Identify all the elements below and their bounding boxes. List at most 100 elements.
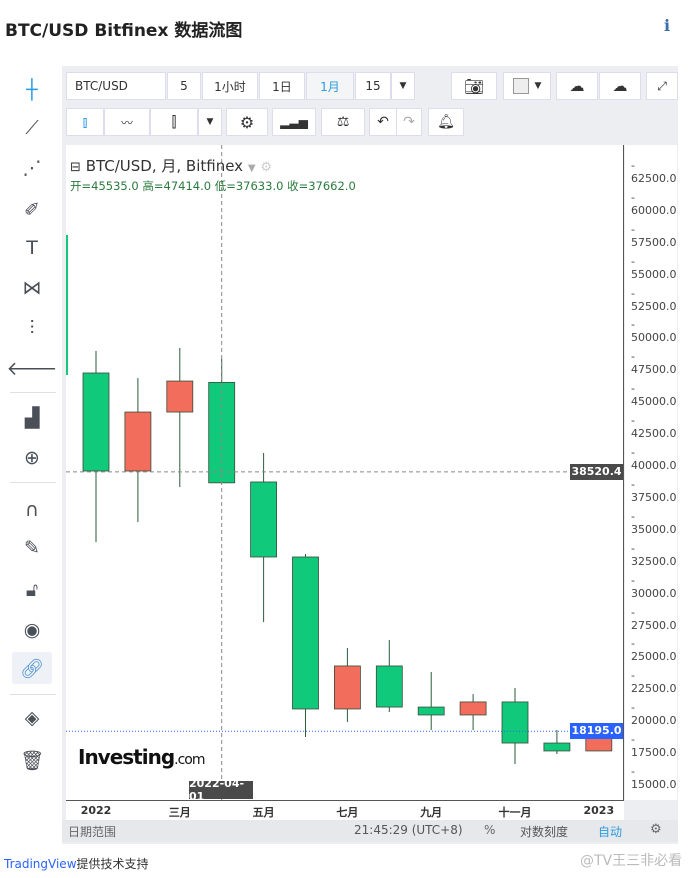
date-range-button[interactable]: 日期范围 (68, 825, 117, 839)
price-tick: - 17500.0 (631, 733, 677, 760)
bars-icon[interactable]: ⫿ (150, 108, 198, 136)
price-tick: - 40000.0 (631, 446, 677, 472)
compare-icon[interactable]: ⚖ (321, 108, 365, 136)
candle-body (82, 372, 110, 472)
open-label: 开= (70, 179, 92, 193)
color-picker[interactable]: ▼ (503, 72, 551, 100)
legend-dropdown-icon[interactable]: ▼ (247, 163, 256, 174)
crosshair-price-label: 38520.4 (570, 463, 623, 480)
legend-settings-icon[interactable]: ⚙ (260, 160, 272, 175)
price-tick: - 55000.0 (631, 254, 677, 281)
interval-1d[interactable]: 1日 (259, 72, 305, 100)
prediction-icon[interactable]: ⫶ (29, 317, 35, 339)
time-tick: 2022 (80, 804, 112, 817)
lock-drawing-icon[interactable]: ✎ (24, 537, 40, 559)
settings-icon[interactable]: ⚙ (650, 822, 662, 837)
investing-logo: Investing.com (78, 745, 206, 769)
candle-body (417, 706, 445, 716)
time-axis[interactable]: 2022 三月 五月 七月 九月 十一月 2023 (66, 800, 624, 820)
footer-text: 提供技术支持 (76, 857, 149, 871)
pattern-icon[interactable]: ⋈ (22, 277, 42, 299)
alert-icon[interactable]: 🔔︎ (428, 108, 464, 136)
eye-icon[interactable]: ◉ (23, 619, 41, 641)
price-tick: - 42500.0 (631, 414, 677, 441)
time-tick: 十一月 (498, 806, 532, 819)
price-tick: - 22500.0 (631, 669, 677, 696)
tradingview-link[interactable]: TradingView (4, 857, 77, 871)
time-tick: 九月 (420, 806, 443, 819)
redo-icon[interactable]: ↷ (396, 108, 422, 136)
price-tick: - 20000.0 (631, 701, 677, 728)
magnet-icon[interactable]: ∩ (25, 499, 39, 521)
zoom-in-icon[interactable]: ⊕ (24, 447, 40, 469)
line-chart-icon[interactable]: 〰 (104, 108, 150, 136)
legend-title-row: ⊟ BTC/USD, 月, Bitfinex ▼ ⚙ (70, 155, 272, 176)
price-tick: - 50000.0 (631, 318, 677, 345)
settings-icon[interactable]: ⚙ (226, 108, 268, 136)
camera-icon[interactable]: 📷︎ (451, 72, 497, 100)
interval-1h[interactable]: 1小时 (202, 72, 258, 100)
indicators-icon[interactable]: ▂▃▅ (272, 108, 316, 136)
arrow-left-icon[interactable]: 🡐 (6, 357, 58, 380)
high-label: 高= (142, 179, 164, 193)
edge-mark (66, 235, 68, 375)
cloud-download-icon[interactable]: ☁ (556, 72, 598, 100)
trash-icon[interactable]: 🗑︎ (19, 749, 45, 772)
candles-icon[interactable]: ⫾ (66, 108, 104, 136)
footer: TradingView提供技术支持 (4, 855, 149, 872)
legend-ohlc: 开=45535.0 高=47414.0 低=37633.0 收=37662.0 (70, 178, 356, 194)
cloud-upload-icon[interactable]: ☁ (599, 72, 641, 100)
price-axis[interactable]: - 62500.0 - 60000.0 - 57500.0 - 55000.0 - 52… (570, 145, 677, 800)
brush-icon[interactable]: ✐ (24, 199, 40, 221)
price-tick: - 27500.0 (631, 605, 677, 632)
legend-title: BTC/USD, 月, Bitfinex (85, 157, 244, 175)
price-tick: - 62500.0 (631, 158, 677, 185)
price-tick: - 15000.0 (631, 765, 677, 791)
close-value: 37662.0 (308, 179, 356, 193)
watermark: @TV王三非必看 (580, 853, 683, 869)
crosshair-icon[interactable]: ┼ (26, 79, 38, 101)
candle-body (124, 411, 152, 472)
candle-body (375, 665, 403, 708)
candle-body (459, 701, 487, 716)
text-icon[interactable]: T (26, 237, 38, 259)
last-price-label: 18195.0 (570, 723, 623, 740)
low-label: 低= (214, 179, 236, 193)
fullscreen-icon[interactable]: ⤢ (646, 72, 678, 100)
low-value: 37633.0 (235, 179, 284, 193)
price-tick: - 52500.0 (631, 286, 677, 313)
trend-line-icon[interactable]: ⟋ (25, 117, 39, 139)
symbol-input[interactable]: BTC/USD (66, 72, 166, 100)
info-icon[interactable]: i (664, 16, 671, 35)
percent-button[interactable]: % (484, 823, 496, 837)
interval-dropdown-icon[interactable]: ▼ (391, 72, 415, 100)
price-tick: - 30000.0 (631, 573, 677, 600)
candle-body (292, 556, 319, 710)
candle-body (501, 701, 529, 744)
price-tick: - 37500.0 (631, 477, 677, 504)
candle-body (543, 742, 571, 752)
auto-scale-button[interactable]: 自动 (598, 825, 623, 839)
price-tick: - 47500.0 (631, 350, 677, 377)
collapse-icon[interactable]: ⊟ (70, 160, 81, 175)
interval-5[interactable]: 5 (167, 72, 201, 100)
interval-1m[interactable]: 1月 (306, 72, 354, 100)
clock: 21:45:29 (UTC+8) (354, 823, 463, 837)
measure-icon[interactable]: ▟ (24, 407, 40, 429)
open-value: 45535.0 (91, 179, 139, 193)
price-tick: - 57500.0 (631, 222, 677, 249)
undo-icon[interactable]: ↶ (369, 108, 397, 136)
chart-type-dropdown-icon[interactable]: ▼ (198, 108, 222, 136)
time-tick: 五月 (252, 806, 275, 819)
candle-body (333, 665, 361, 710)
time-tick: 2023 (583, 804, 615, 817)
layers-icon[interactable]: ◈ (24, 707, 40, 729)
candles-svg (66, 145, 624, 800)
log-scale-button[interactable]: 对数刻度 (520, 825, 569, 839)
link-icon[interactable]: 🔗︎ (12, 652, 52, 684)
fibonacci-icon[interactable]: ⋰ (22, 157, 42, 179)
chart-pane[interactable]: ⊟ BTC/USD, 月, Bitfinex ▼ ⚙ 开=45535.0 高=4… (66, 145, 624, 803)
candle-body (166, 380, 194, 413)
unlock-icon[interactable]: 🔓︎ (25, 579, 39, 601)
interval-15[interactable]: 15 (355, 72, 391, 100)
